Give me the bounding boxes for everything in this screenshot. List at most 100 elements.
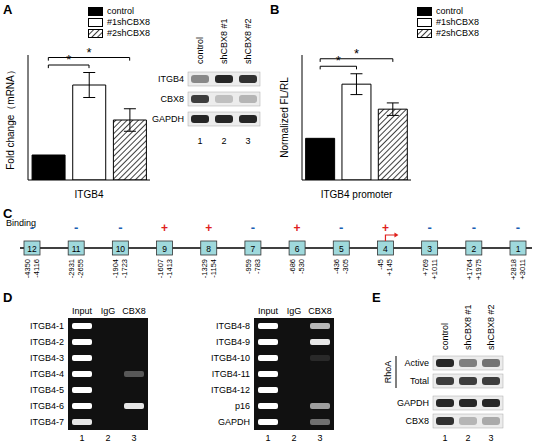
svg-text:shCBX8 #1: shCBX8 #1 xyxy=(463,304,473,350)
svg-text:-436: -436 xyxy=(332,259,341,274)
svg-text:shCBX8 #2: shCBX8 #2 xyxy=(486,304,496,350)
svg-text:-4350: -4350 xyxy=(23,259,32,278)
svg-text:-2655: -2655 xyxy=(76,259,85,278)
svg-text:-1329: -1329 xyxy=(200,259,209,278)
svg-text:+1764: +1764 xyxy=(465,259,474,280)
svg-text:-1154: -1154 xyxy=(209,259,218,278)
svg-text:shCBX8 #2: shCBX8 #2 xyxy=(243,18,253,64)
svg-text:2: 2 xyxy=(221,136,226,146)
svg-text:CBX8: CBX8 xyxy=(405,416,429,426)
svg-text:control: control xyxy=(440,323,450,350)
svg-text:ITGB4-12: ITGB4-12 xyxy=(211,385,250,395)
svg-text:E: E xyxy=(372,290,381,305)
svg-text:10: 10 xyxy=(116,244,126,254)
svg-text:p16: p16 xyxy=(235,401,250,411)
svg-text:B: B xyxy=(270,2,279,17)
svg-text:-4116: -4116 xyxy=(32,259,41,278)
svg-text:-530: -530 xyxy=(297,259,306,274)
svg-text:-2931: -2931 xyxy=(67,259,76,278)
svg-text:A: A xyxy=(8,2,13,17)
svg-text:RhoA: RhoA xyxy=(383,361,393,384)
svg-text:*: * xyxy=(336,53,341,68)
svg-text:1: 1 xyxy=(442,433,447,443)
svg-text:11: 11 xyxy=(72,244,81,254)
svg-text:-: - xyxy=(516,220,520,235)
svg-text:Active: Active xyxy=(404,358,429,368)
svg-text:ITGB4-6: ITGB4-6 xyxy=(30,401,64,411)
svg-text:-45: -45 xyxy=(376,259,385,270)
svg-text:ITGB4-4: ITGB4-4 xyxy=(30,369,64,379)
svg-text:+1975: +1975 xyxy=(474,259,483,280)
svg-text:CBX8: CBX8 xyxy=(160,94,184,104)
svg-text:3: 3 xyxy=(427,244,432,254)
svg-text:-783: -783 xyxy=(253,259,262,274)
svg-text:ITGB4-8: ITGB4-8 xyxy=(216,321,250,331)
svg-text:-959: -959 xyxy=(244,259,253,274)
svg-text:Total: Total xyxy=(410,376,429,386)
svg-text:ITGB4-11: ITGB4-11 xyxy=(212,369,250,379)
svg-text:Input: Input xyxy=(258,306,279,316)
svg-text:+: + xyxy=(161,221,168,235)
svg-text:8: 8 xyxy=(206,244,211,254)
svg-text:ITGB4-5: ITGB4-5 xyxy=(30,385,64,395)
svg-text:ITGB4-9: ITGB4-9 xyxy=(216,337,250,347)
svg-text:-: - xyxy=(251,220,255,235)
svg-text:ITGB4-7: ITGB4-7 xyxy=(30,417,64,427)
svg-text:5: 5 xyxy=(339,244,344,254)
svg-text:1: 1 xyxy=(516,244,521,254)
svg-text:-305: -305 xyxy=(341,259,350,274)
svg-text:ITGB4-3: ITGB4-3 xyxy=(30,353,64,363)
svg-text:-686: -686 xyxy=(288,259,297,274)
svg-text:+145: +145 xyxy=(385,259,394,276)
svg-text:3: 3 xyxy=(131,433,136,443)
svg-text:-1413: -1413 xyxy=(165,259,174,278)
svg-text:*: * xyxy=(66,52,71,67)
svg-text:+3011: +3011 xyxy=(518,259,527,280)
svg-text:6: 6 xyxy=(295,244,300,254)
svg-text:-1904: -1904 xyxy=(111,259,120,278)
svg-text:4: 4 xyxy=(383,244,388,254)
svg-text:*: * xyxy=(86,45,91,60)
svg-text:Fold change（mRNA）: Fold change（mRNA） xyxy=(8,65,16,169)
svg-text:-1607: -1607 xyxy=(156,259,165,278)
svg-text:Input: Input xyxy=(72,306,93,316)
svg-text:-: - xyxy=(74,220,78,235)
svg-text:IgG: IgG xyxy=(287,306,302,316)
svg-text:-: - xyxy=(339,220,343,235)
svg-text:+769: +769 xyxy=(421,259,430,276)
svg-text:3: 3 xyxy=(245,136,250,146)
svg-text:-: - xyxy=(30,220,34,235)
svg-text:ITGB4-2: ITGB4-2 xyxy=(30,337,64,347)
svg-text:+1011: +1011 xyxy=(430,259,439,280)
svg-text:+2818: +2818 xyxy=(509,259,518,280)
svg-text:1: 1 xyxy=(79,433,84,443)
svg-text:1: 1 xyxy=(197,136,202,146)
svg-text:2: 2 xyxy=(291,433,296,443)
svg-text:-1723: -1723 xyxy=(120,259,129,278)
svg-text:GAPDH: GAPDH xyxy=(397,398,429,408)
svg-text:+: + xyxy=(205,221,212,235)
svg-text:ITGB4: ITGB4 xyxy=(158,74,184,84)
svg-text:+: + xyxy=(382,221,389,235)
svg-text:control: control xyxy=(195,37,205,64)
svg-text:7: 7 xyxy=(251,244,256,254)
svg-text:Normalized FL/RL: Normalized FL/RL xyxy=(279,77,290,158)
svg-text:2: 2 xyxy=(471,244,476,254)
svg-text:-: - xyxy=(118,220,122,235)
svg-text:ITGB4 promoter: ITGB4 promoter xyxy=(321,189,393,200)
svg-text:ITGB4-1: ITGB4-1 xyxy=(30,321,64,331)
svg-text:+: + xyxy=(294,221,301,235)
svg-text:IgG: IgG xyxy=(101,306,116,316)
svg-text:CBX8: CBX8 xyxy=(308,306,332,316)
svg-text:GAPDH: GAPDH xyxy=(152,114,184,124)
svg-text:2: 2 xyxy=(105,433,110,443)
svg-text:CBX8: CBX8 xyxy=(122,306,146,316)
svg-text:*: * xyxy=(354,46,359,61)
svg-text:3: 3 xyxy=(317,433,322,443)
svg-text:-: - xyxy=(472,220,476,235)
svg-text:ITGB4: ITGB4 xyxy=(75,189,104,200)
svg-text:1: 1 xyxy=(265,433,270,443)
svg-text:12: 12 xyxy=(27,244,37,254)
svg-text:D: D xyxy=(8,290,12,305)
svg-text:-: - xyxy=(427,220,431,235)
